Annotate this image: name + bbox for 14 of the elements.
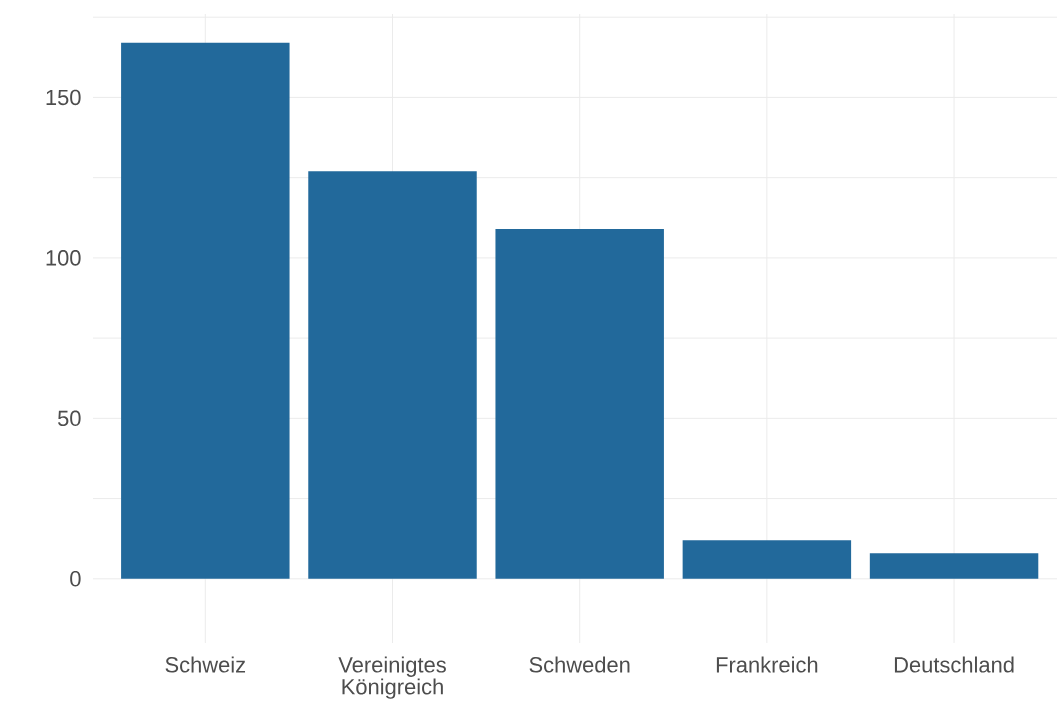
x-tick-label: Schweiz	[165, 656, 246, 673]
x-tick-label: Deutschland	[894, 656, 1014, 673]
x-tick-label: Frankreich	[716, 656, 818, 673]
y-tick-label: 150	[46, 89, 81, 106]
y-tick-label: 0	[70, 571, 81, 587]
bar	[121, 42, 290, 579]
bar	[682, 540, 852, 579]
bar	[495, 229, 664, 579]
x-tick-label: Vereinigtes Königreich	[338, 656, 446, 699]
y-tick-label: 50	[57, 410, 81, 427]
bar	[308, 171, 477, 579]
bar	[869, 553, 1039, 579]
x-tick-label: Schweden	[529, 656, 630, 673]
y-tick-label: 100	[46, 250, 81, 266]
